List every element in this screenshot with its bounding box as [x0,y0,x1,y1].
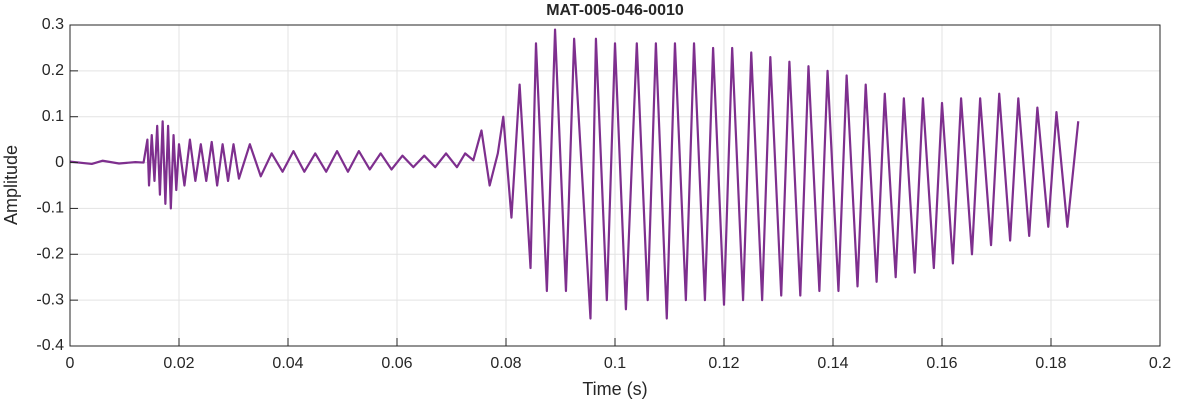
x-tick-label: 0.14 [817,355,848,372]
y-tick-label: 0.3 [42,16,64,33]
chart-title: MAT-005-046-0010 [546,2,684,19]
ticks: 0 0.02 0.04 0.06 0.08 0.1 0.12 0.14 0.16 0.18 0.2 -… [36,16,1171,372]
x-tick-label: 0.08 [490,355,521,372]
y-tick-label: -0.1 [36,200,64,217]
x-axis-label: Time (s) [582,379,647,399]
y-axis-label: Amplitude [1,145,21,225]
y-tick-label: -0.4 [36,337,64,354]
plot [69,28,1080,320]
x-tick-label: 0.06 [381,355,412,372]
y-tick-label: 0.2 [42,62,64,79]
x-tick-label: 0.2 [1149,355,1171,372]
y-tick-label: -0.2 [36,246,64,263]
x-tick-label: 0.1 [604,355,626,372]
x-tick-label: 0.04 [272,355,303,372]
x-tick-label: 0.18 [1035,355,1066,372]
x-tick-label: 0.12 [708,355,739,372]
x-tick-label: 0.02 [163,355,194,372]
x-tick-label: 0.16 [926,355,957,372]
y-tick-label: 0.1 [42,108,64,125]
data-line [69,28,1080,320]
x-tick-label: 0 [66,355,75,372]
y-tick-label: 0 [55,154,64,171]
y-tick-label: -0.3 [36,291,64,308]
